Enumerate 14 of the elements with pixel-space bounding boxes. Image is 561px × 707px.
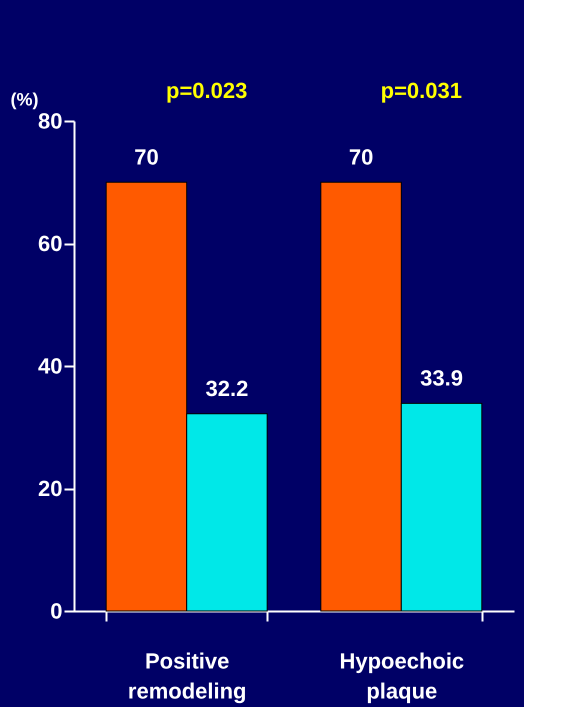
data-label: 33.9	[420, 365, 463, 390]
y-tick-label: 20	[38, 476, 62, 501]
text: p=0.023	[166, 78, 248, 103]
y-tick-label: 80	[38, 108, 62, 134]
data-label: 70	[348, 144, 374, 170]
y-tick-label: 0	[50, 598, 62, 624]
y-axis-title: (%)	[10, 90, 38, 110]
y-tick-label: 60	[38, 231, 62, 256]
x-tick-label: Positive remodeling	[128, 648, 246, 704]
y-tick-label: 40	[38, 354, 62, 378]
x-tick-label: Hypoechoic plaque	[339, 648, 464, 704]
data-label: 70	[134, 144, 159, 170]
text: p=0.031	[380, 78, 462, 103]
data-label: 32.2	[206, 376, 248, 401]
